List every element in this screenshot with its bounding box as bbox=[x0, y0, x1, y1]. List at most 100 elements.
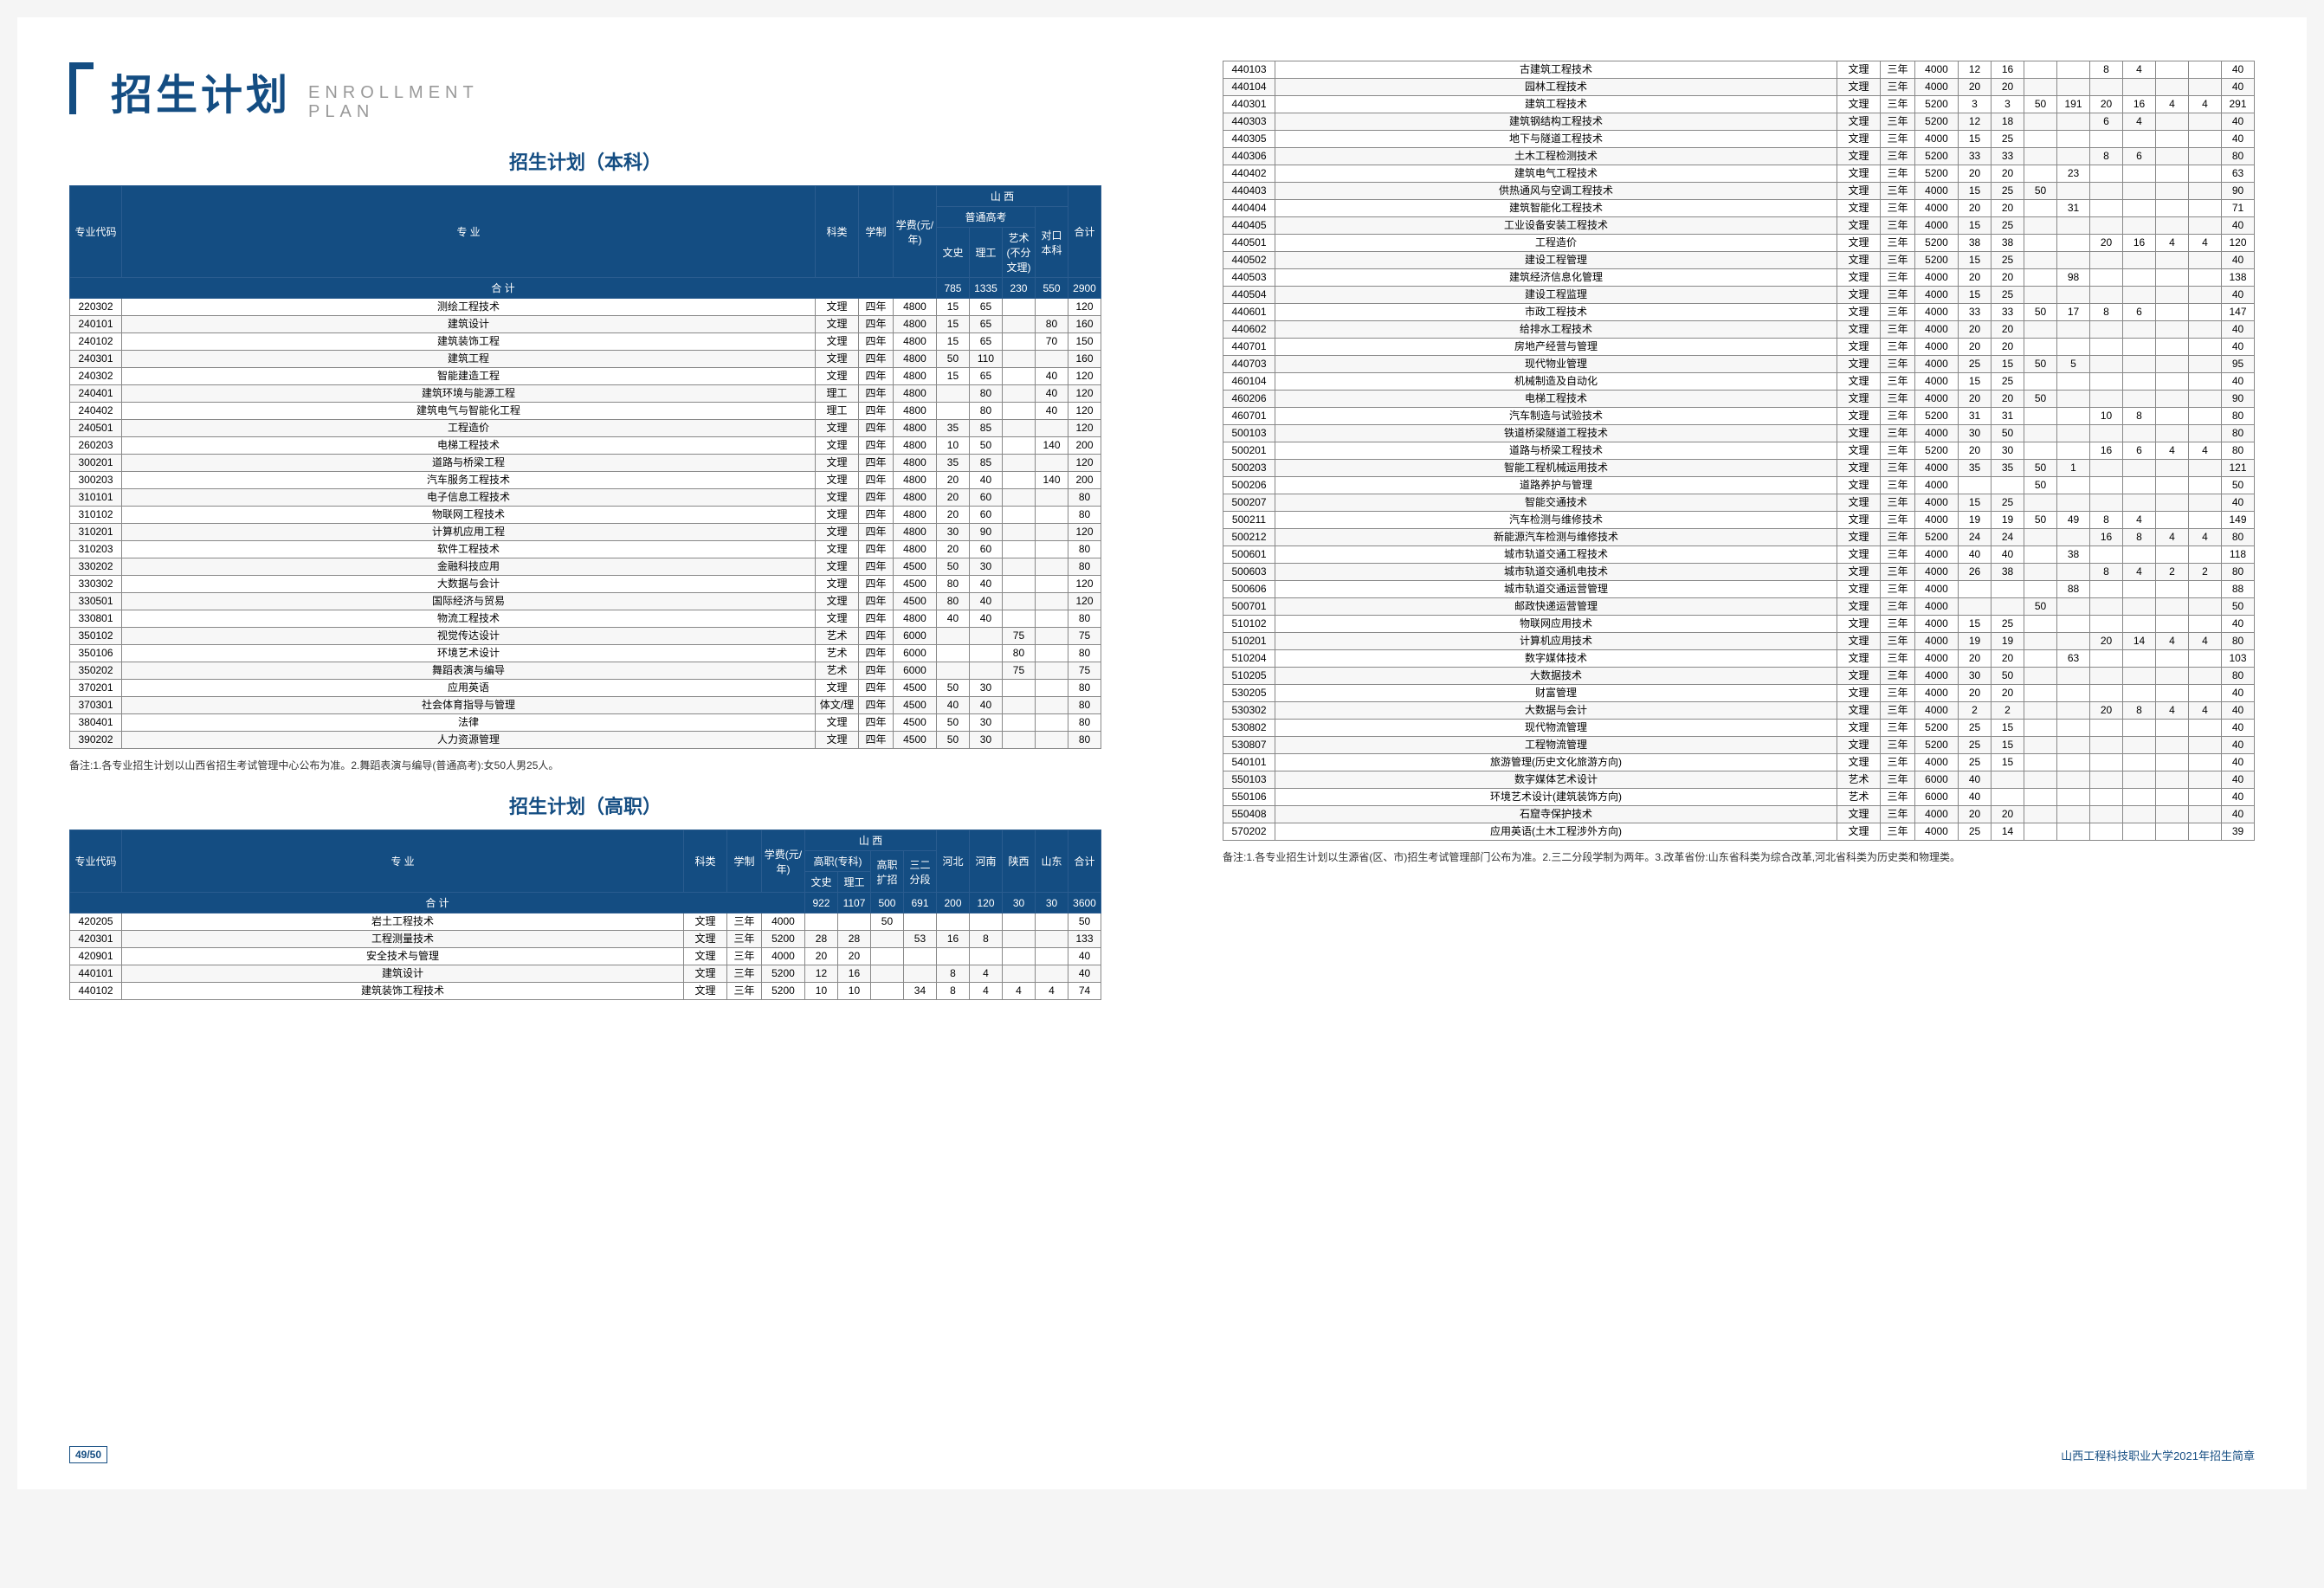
table-cell: 15 bbox=[936, 299, 969, 316]
table-cell: 6000 bbox=[1915, 789, 1959, 806]
table-cell: 建筑装饰工程技术 bbox=[122, 983, 684, 1000]
table-cell: 240102 bbox=[70, 333, 122, 351]
table-cell bbox=[2123, 321, 2156, 339]
table-cell: 视觉传达设计 bbox=[122, 628, 816, 645]
table-cell: 8 bbox=[970, 931, 1003, 948]
table-cell bbox=[2123, 581, 2156, 598]
table-cell: 10 bbox=[837, 983, 870, 1000]
table-cell bbox=[2189, 737, 2222, 754]
table-cell: 120 bbox=[1068, 299, 1101, 316]
table-cell: 25 bbox=[1992, 252, 2024, 269]
note-benke: 备注:1.各专业招生计划以山西省招生考试管理中心公布为准。2.舞蹈表演与编导(普… bbox=[69, 758, 1101, 774]
table-cell: 5200 bbox=[1915, 720, 1959, 737]
table-cell bbox=[1035, 662, 1068, 680]
table-cell: 三年 bbox=[1881, 442, 1915, 460]
table-cell: 三年 bbox=[1881, 304, 1915, 321]
table-cell: 20 bbox=[936, 472, 969, 489]
table-cell: 文理 bbox=[1837, 287, 1881, 304]
table-cell: 80 bbox=[1068, 697, 1101, 714]
table-cell: 20 bbox=[1959, 165, 1992, 183]
table-cell: 4000 bbox=[1915, 685, 1959, 702]
table-cell: 440701 bbox=[1223, 339, 1275, 356]
table-cell bbox=[1002, 610, 1035, 628]
table-cell bbox=[2090, 581, 2123, 598]
table-row: 440503建筑经济信息化管理文理三年4000202098138 bbox=[1223, 269, 2255, 287]
col-kuozhao: 高职扩招 bbox=[870, 851, 903, 893]
table-cell: 510205 bbox=[1223, 668, 1275, 685]
table-cell: 建筑环境与能源工程 bbox=[122, 385, 816, 403]
table-cell: 19 bbox=[1959, 633, 1992, 650]
table-cell: 电梯工程技术 bbox=[1275, 391, 1837, 408]
table-cell bbox=[2156, 391, 2189, 408]
table-cell: 4000 bbox=[1915, 200, 1959, 217]
table-cell: 16 bbox=[837, 965, 870, 983]
table-cell: 88 bbox=[2222, 581, 2255, 598]
table-cell: 20 bbox=[1959, 685, 1992, 702]
table-cell bbox=[2024, 581, 2057, 598]
table-cell bbox=[2024, 235, 2057, 252]
table-cell: 文理 bbox=[1837, 720, 1881, 737]
table-cell: 20 bbox=[2090, 96, 2123, 113]
table-cell: 500201 bbox=[1223, 442, 1275, 460]
table-cell: 三年 bbox=[1881, 564, 1915, 581]
table-body: 440103古建筑工程技术文理三年400012168440440104园林工程技… bbox=[1223, 61, 2255, 841]
table-cell: 三年 bbox=[1881, 494, 1915, 512]
table-cell: 文理 bbox=[1837, 823, 1881, 841]
table-cell: 14 bbox=[1992, 823, 2024, 841]
table-cell: 4 bbox=[2156, 96, 2189, 113]
table-row: 440103古建筑工程技术文理三年400012168440 bbox=[1223, 61, 2255, 79]
table-cell: 三年 bbox=[1881, 79, 1915, 96]
table-cell bbox=[2090, 287, 2123, 304]
table-cell: 40 bbox=[2222, 373, 2255, 391]
table-cell: 1 bbox=[2057, 460, 2090, 477]
table-row: 310201计算机应用工程文理四年48003090120 bbox=[70, 524, 1101, 541]
title-chinese: 招生计划 bbox=[111, 61, 291, 121]
table-cell bbox=[2024, 217, 2057, 235]
table-cell bbox=[1959, 581, 1992, 598]
table-cell: 三年 bbox=[1881, 581, 1915, 598]
table-cell bbox=[2123, 546, 2156, 564]
table-cell bbox=[1992, 789, 2024, 806]
table-cell: 118 bbox=[2222, 546, 2255, 564]
table-cell: 4800 bbox=[893, 299, 936, 316]
table-cell: 40 bbox=[1959, 789, 1992, 806]
table-cell bbox=[2156, 183, 2189, 200]
table-cell bbox=[2189, 408, 2222, 425]
table-cell: 文理 bbox=[815, 351, 858, 368]
table-cell: 16 bbox=[1992, 61, 2024, 79]
table-cell: 5200 bbox=[1915, 529, 1959, 546]
table-cell bbox=[2123, 200, 2156, 217]
table-cell: 20 bbox=[1959, 806, 1992, 823]
table-cell: 20 bbox=[1992, 165, 2024, 183]
table-body: 420205岩土工程技术文理三年40005050420301工程测量技术文理三年… bbox=[70, 913, 1101, 1000]
table-cell bbox=[870, 965, 903, 983]
table-cell: 510102 bbox=[1223, 616, 1275, 633]
table-row: 440101建筑设计文理三年520012168440 bbox=[70, 965, 1101, 983]
table-cell: 城市轨道交通工程技术 bbox=[1275, 546, 1837, 564]
table-cell bbox=[2057, 183, 2090, 200]
table-cell bbox=[2057, 391, 2090, 408]
table-cell bbox=[2189, 391, 2222, 408]
table-cell: 15 bbox=[1959, 217, 1992, 235]
col-shandong: 山东 bbox=[1036, 830, 1068, 893]
table-cell bbox=[2156, 356, 2189, 373]
table-cell: 500701 bbox=[1223, 598, 1275, 616]
table-cell: 4800 bbox=[893, 610, 936, 628]
table-row: 500201道路与桥梁工程技术文理三年520020301664480 bbox=[1223, 442, 2255, 460]
table-cell: 8 bbox=[937, 965, 970, 983]
table-row: 440402建筑电气工程技术文理三年520020202363 bbox=[1223, 165, 2255, 183]
table-cell bbox=[2057, 754, 2090, 771]
table-cell: 4000 bbox=[1915, 616, 1959, 633]
table-cell bbox=[2090, 425, 2123, 442]
table-cell: 12 bbox=[1959, 61, 1992, 79]
table-cell: 4500 bbox=[893, 576, 936, 593]
table-cell: 8 bbox=[2090, 148, 2123, 165]
table-cell: 四年 bbox=[858, 628, 893, 645]
table-cell: 370301 bbox=[70, 697, 122, 714]
table-cell: 16 bbox=[2090, 529, 2123, 546]
table-cell: 85 bbox=[969, 455, 1002, 472]
table-cell: 310201 bbox=[70, 524, 122, 541]
table-cell: 440305 bbox=[1223, 131, 1275, 148]
table-cell bbox=[2024, 494, 2057, 512]
table-cell: 60 bbox=[969, 541, 1002, 558]
